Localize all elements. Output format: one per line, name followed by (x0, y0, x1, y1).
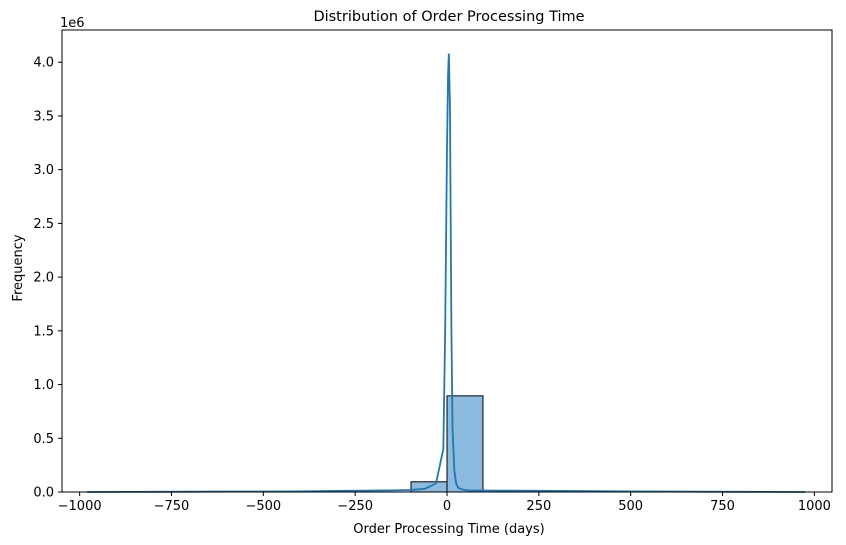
y-axis-label: Frequency (11, 234, 26, 301)
histogram-bars (410, 395, 484, 493)
x-tick-label: 1000 (798, 499, 831, 514)
y-tick-label: 2.0 (33, 271, 54, 286)
x-tick-label: −1000 (58, 499, 102, 514)
x-tick-label: −250 (337, 499, 373, 514)
y-tick-label: 2.5 (33, 217, 54, 232)
kde-curve (86, 53, 806, 493)
y-tick-label: 0.5 (33, 432, 54, 447)
y-tick-label: 0.0 (33, 486, 54, 501)
chart-title: Distribution of Order Processing Time (313, 9, 584, 25)
y-tick-label: 1.5 (33, 324, 54, 339)
y-offset-label: 1e6 (60, 16, 85, 31)
x-axis: −1000 −750 −500 −250 0 250 500 750 1000 (58, 492, 831, 514)
x-tick-label: −750 (154, 499, 190, 514)
x-axis-label: Order Processing Time (days) (353, 522, 544, 537)
y-tick-label: 1.0 (33, 378, 54, 393)
x-tick-label: 750 (710, 499, 735, 514)
y-tick-label: 4.0 (33, 56, 54, 71)
x-tick-label: −500 (245, 499, 281, 514)
x-tick-label: 500 (618, 499, 643, 514)
y-tick-label: 3.5 (33, 109, 54, 124)
x-tick-label: 0 (443, 499, 451, 514)
y-axis: 0.0 0.5 1.0 1.5 2.0 2.5 3.0 3.5 4.0 (33, 56, 62, 501)
y-tick-label: 3.0 (33, 163, 54, 178)
x-tick-label: 250 (526, 499, 551, 514)
